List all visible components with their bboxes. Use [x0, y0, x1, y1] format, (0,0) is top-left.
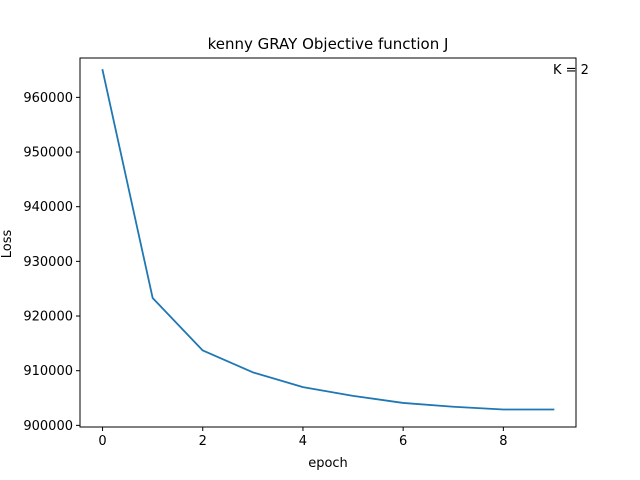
series-line [101, 68, 555, 411]
y-tick-label: 960000 [23, 91, 73, 106]
y-ticks: 900000 910000 920000 930000 940000 950000 9600… [23, 91, 80, 434]
y-tick-label: 930000 [23, 255, 73, 270]
x-tick-label: 8 [499, 434, 507, 449]
y-tick-label: 900000 [23, 419, 73, 434]
y-tick-label: 910000 [23, 364, 73, 379]
x-tick-label: 6 [399, 434, 407, 449]
y-tick-label: 950000 [23, 146, 73, 161]
plot-frame [79, 57, 577, 428]
k-annotation: K = 2 [553, 63, 589, 78]
x-tick-label: 2 [199, 434, 207, 449]
x-tick-label: 0 [98, 434, 106, 449]
chart-title: kenny GRAY Objective function J [208, 35, 449, 53]
y-axis-label: Loss [0, 230, 15, 259]
y-tick-label: 920000 [23, 310, 73, 325]
x-tick-label: 4 [299, 434, 307, 449]
x-ticks: 0 2 4 6 8 [98, 427, 507, 449]
x-axis-label: epoch [308, 456, 348, 471]
y-tick-label: 940000 [23, 200, 73, 215]
